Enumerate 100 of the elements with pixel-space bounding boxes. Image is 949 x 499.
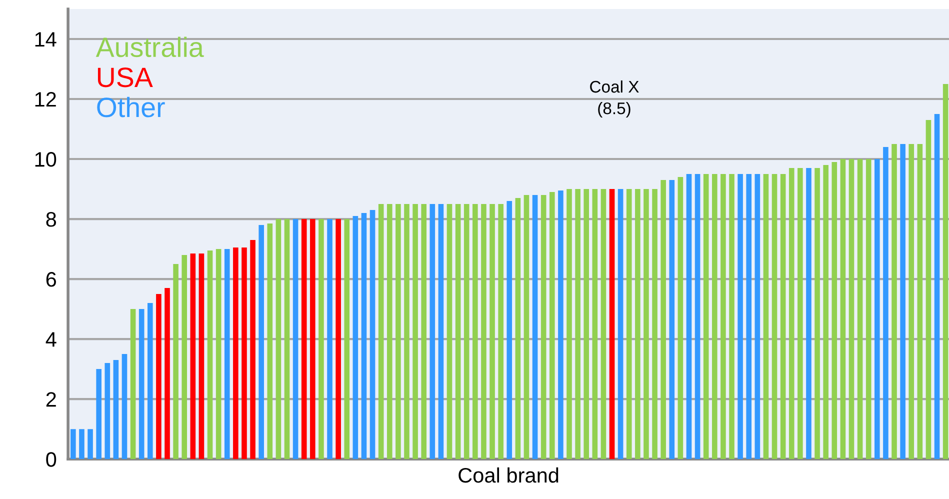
bar [79, 429, 84, 460]
bar [412, 204, 418, 460]
bar [472, 204, 478, 460]
bar [883, 147, 888, 460]
bar [464, 204, 470, 460]
bar [258, 225, 264, 460]
bar [652, 189, 658, 460]
y-tick-label: 10 [35, 152, 56, 167]
bar [780, 174, 786, 460]
bar [138, 309, 144, 460]
y-tick-label: 8 [46, 212, 56, 227]
bar [823, 165, 828, 460]
bar [686, 174, 692, 460]
bar [874, 159, 880, 460]
bar [490, 204, 495, 460]
bar [370, 210, 376, 460]
bar [720, 174, 726, 460]
bar [276, 219, 282, 460]
bar [669, 180, 675, 460]
bar [421, 204, 426, 460]
bar [712, 174, 718, 460]
bar [284, 219, 290, 460]
bar [438, 204, 444, 460]
bar [506, 201, 512, 460]
bar [404, 204, 410, 460]
bar [207, 250, 213, 460]
bar [848, 159, 854, 460]
bar [566, 189, 572, 460]
bar [806, 168, 812, 460]
bar [754, 174, 760, 460]
y-tick-label: 2 [46, 392, 56, 407]
bar [524, 195, 530, 460]
bar [942, 84, 948, 460]
bar [772, 174, 778, 460]
bar [532, 195, 538, 460]
y-tick-label: 0 [46, 452, 56, 467]
bar [618, 189, 624, 460]
y-tick-label: 4 [46, 332, 56, 347]
bar [694, 174, 700, 460]
bar [122, 354, 128, 460]
text: USA [98, 68, 153, 88]
x-axis-title: Coal brand [458, 467, 558, 483]
bar [104, 363, 110, 460]
bar [310, 219, 316, 460]
bar [703, 174, 709, 460]
bar [908, 144, 914, 460]
bar [88, 429, 93, 460]
bar [857, 159, 863, 460]
bar [549, 192, 555, 460]
bar [190, 254, 196, 460]
bar [481, 204, 486, 460]
bar [540, 195, 546, 460]
bar [182, 255, 188, 460]
bar [592, 189, 598, 460]
bar [352, 216, 358, 460]
bar [788, 168, 794, 460]
bar [336, 219, 341, 460]
bar [113, 360, 119, 460]
bar [584, 189, 590, 460]
bar [70, 429, 76, 460]
text: Other [97, 96, 165, 118]
bar [900, 144, 906, 460]
bar [396, 204, 401, 460]
bar [626, 189, 632, 460]
bar [233, 248, 238, 460]
bar [934, 114, 940, 460]
bar [498, 204, 504, 460]
bar [327, 219, 332, 460]
bar [609, 189, 615, 460]
bar [814, 168, 820, 460]
bar [600, 189, 606, 460]
bar [292, 219, 298, 460]
bar [926, 120, 932, 460]
bar [430, 204, 436, 460]
bar [216, 249, 222, 460]
annotation: Coal X (8.5) [590, 80, 639, 118]
y-tick-label: 12 [35, 92, 56, 107]
bar [130, 309, 136, 460]
y-tick-label: 14 [35, 32, 56, 47]
bar [164, 288, 170, 460]
bar [660, 180, 666, 460]
bar [575, 189, 580, 460]
bar [446, 204, 452, 460]
text: Australia [96, 36, 204, 58]
bar [198, 254, 204, 460]
bar [224, 249, 230, 460]
bar [173, 264, 178, 460]
bar [798, 168, 803, 460]
bar [729, 174, 734, 460]
bar [344, 219, 350, 460]
bar [378, 204, 384, 460]
y-tick-label: 6 [46, 272, 56, 287]
bar [361, 213, 367, 460]
bar [763, 174, 769, 460]
bar [515, 198, 521, 460]
bar [678, 177, 684, 460]
bar [840, 159, 846, 460]
bar [892, 144, 897, 460]
bar [635, 189, 640, 460]
bar [242, 248, 247, 460]
